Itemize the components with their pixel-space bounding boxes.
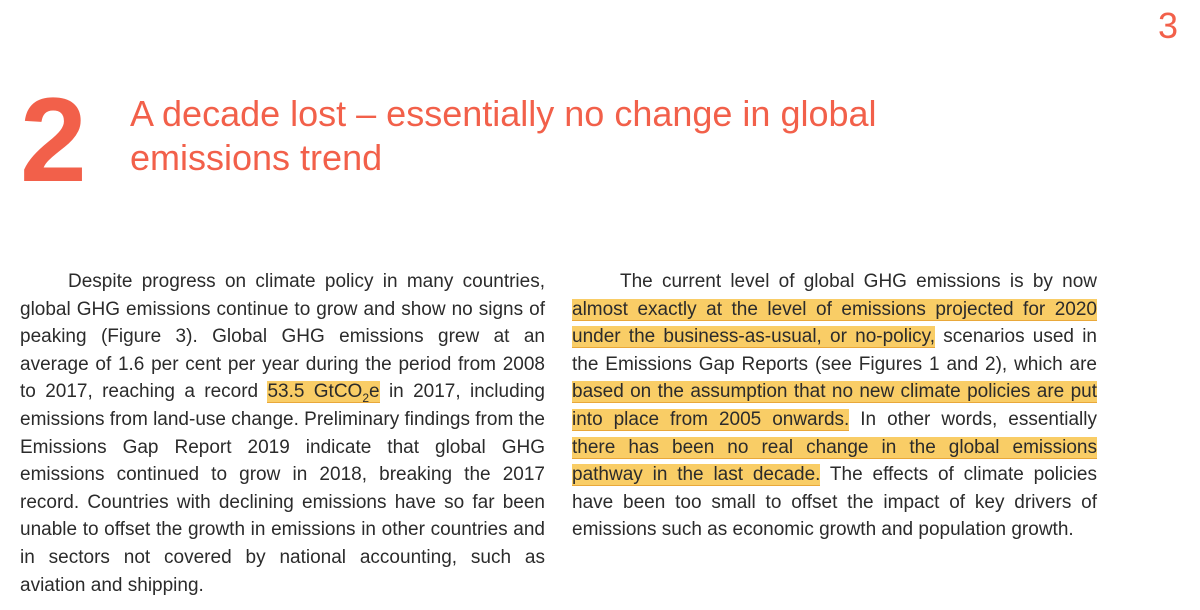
highlight-emissions-value: 53.5 GtCO2e	[267, 381, 380, 406]
right-column: The current level of global GHG emission…	[572, 268, 1097, 544]
right-text-1: The current level of global GHG emission…	[620, 271, 1097, 292]
section-title: A decade lost – essentially no change in…	[130, 93, 877, 178]
left-text-1: Despite progress on climate policy in ma…	[20, 271, 545, 403]
right-text-2: scenarios used in the Emissions Gap Repo…	[572, 326, 1097, 375]
left-paragraph: Despite progress on climate policy in ma…	[20, 268, 545, 599]
page-number: 3	[1157, 5, 1178, 46]
co2-subscript: 2	[362, 391, 370, 406]
right-text-4: The effects of climate policies have bee…	[572, 464, 1097, 541]
highlight-emissions-value-suffix: e	[369, 381, 380, 403]
highlight-emissions-value-main: 53.5 GtCO	[267, 381, 363, 403]
right-text-3: In other words, essentially	[849, 408, 1097, 430]
left-text-2: in 2017, including emissions from land-u…	[20, 381, 545, 596]
section-number: 2	[20, 73, 87, 207]
left-column: Despite progress on climate policy in ma…	[20, 268, 545, 599]
right-paragraph: The current level of global GHG emission…	[572, 268, 1097, 544]
